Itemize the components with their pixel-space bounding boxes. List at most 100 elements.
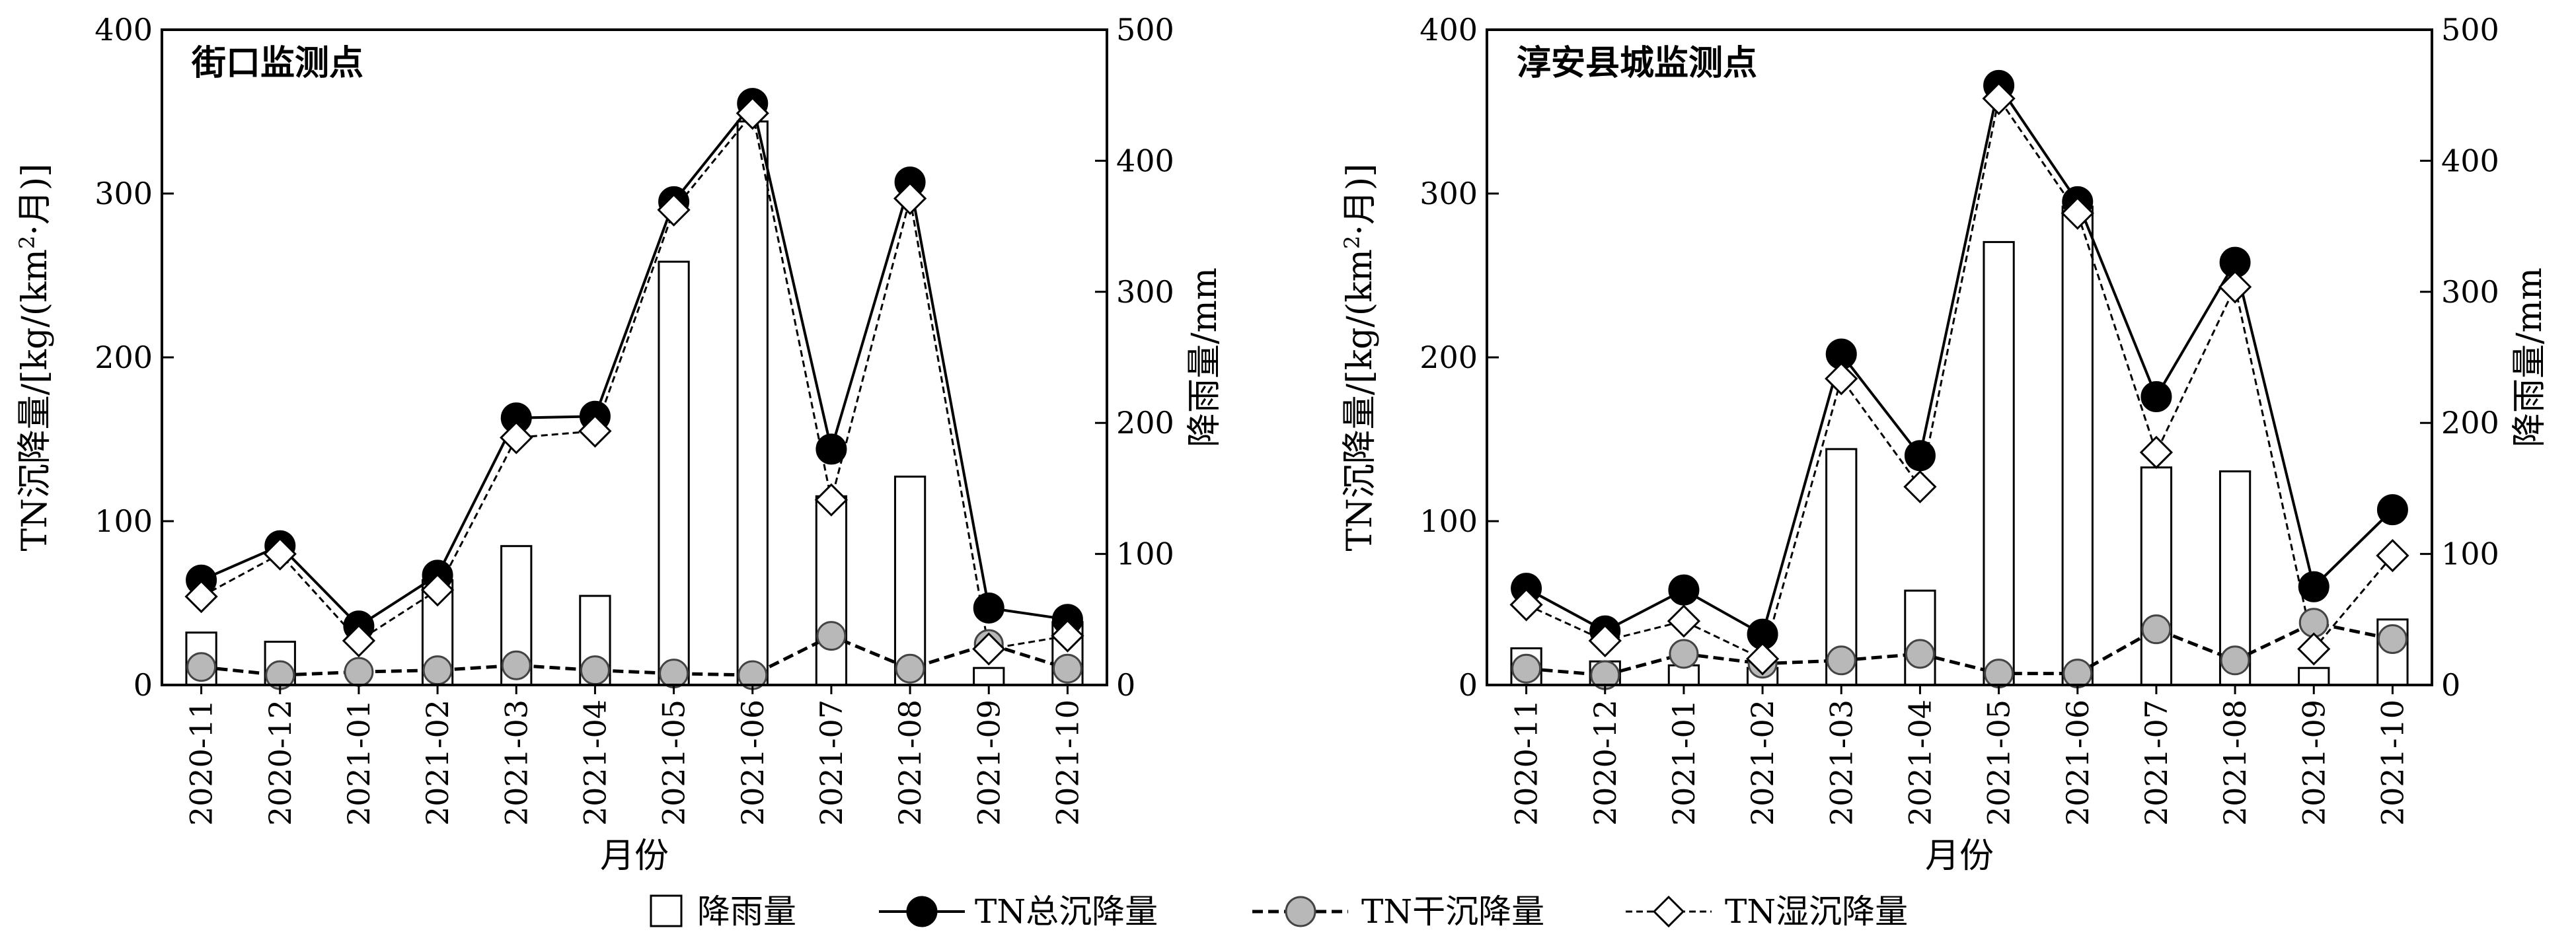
wet-deposition-point: [1982, 82, 2016, 116]
wet-deposition-line: [200, 111, 1068, 651]
rainfall-bar: [815, 495, 848, 686]
rainfall-bar: [2140, 466, 2173, 686]
total-deposition-point: [815, 433, 847, 465]
total-deposition-point: [2298, 571, 2330, 602]
rainfall-bar: [1983, 240, 2015, 686]
rainfall-bar: [1904, 589, 1936, 686]
dry-deposition-point: [1826, 645, 1856, 676]
right-y-axis-label: 降雨量/mm: [2510, 268, 2550, 447]
legend-item-total: TN总沉降量: [879, 892, 1158, 931]
left-y-tick-label: 300: [95, 176, 153, 211]
dry-deposition-point: [659, 659, 689, 689]
left-y-axis-label: TN沉降量/[kg/(km2·月)]: [15, 164, 55, 552]
rainfall-bar: [2298, 666, 2330, 686]
right-chart-panel: 0 100 200 300 400 0 100 200 300 400 500 2020-11 2020…: [1340, 12, 2550, 876]
wet-deposition-point: [342, 624, 376, 658]
wet-deposition-point: [2139, 435, 2174, 469]
right-y-tick-label: 100: [1116, 536, 1174, 572]
legend-rainfall-label: 降雨量: [697, 892, 796, 931]
x-tick-label: 2021-02: [1745, 700, 1780, 826]
x-tick-label: 2020-12: [262, 700, 298, 826]
plot-frame: [1486, 28, 2433, 686]
legend-wet-marker: [1652, 895, 1685, 928]
legend-rainfall-swatch: [650, 894, 683, 927]
rainfall-bar: [658, 260, 690, 686]
dry-deposition-point: [1669, 639, 1699, 669]
legend-item-dry: TN干沉降量: [1252, 892, 1544, 931]
right-y-tick-label: 500: [2441, 12, 2499, 48]
x-tick-label: 2021-09: [2296, 700, 2331, 826]
dry-deposition-point: [2141, 614, 2172, 645]
total-deposition-point: [1668, 574, 1700, 606]
left-y-axis-label: TN沉降量/[kg/(km2·月)]: [1340, 164, 1380, 552]
x-tick-label: 2021-04: [577, 700, 613, 826]
dry-deposition-point: [1905, 639, 1935, 669]
right-y-tick-label: 500: [1116, 12, 1174, 48]
x-tick-label: 2021-04: [1902, 700, 1938, 826]
left-y-tick-label: 400: [95, 12, 153, 48]
left-chart-panel: 0 100 200 300 400 0 100 200 300 400 500 2020-11 2020…: [15, 12, 1225, 876]
legend-wet-label: TN湿沉降量: [1725, 892, 1908, 931]
right-y-tick-label: 0: [1116, 667, 1135, 703]
x-tick-label: 2021-09: [971, 700, 1006, 826]
x-tick-label: 2021-01: [1666, 700, 1702, 826]
x-tick-label: 2021-08: [892, 700, 928, 826]
wet-deposition-point: [2297, 632, 2331, 666]
left-y-tick-label: 100: [1420, 503, 1478, 539]
total-deposition-point: [1904, 440, 1936, 472]
right-y-tick-label: 300: [1116, 274, 1174, 310]
right-y-tick-label: 200: [2441, 405, 2499, 441]
wet-deposition-point: [578, 414, 612, 448]
wet-deposition-point: [1667, 604, 1701, 638]
total-deposition-point: [2376, 494, 2408, 526]
wet-deposition-point: [184, 579, 218, 614]
left-y-tick-label: 400: [1420, 12, 1478, 48]
total-deposition-line: [200, 100, 1068, 628]
wet-deposition-point: [1051, 619, 1084, 653]
plot-frame: [161, 28, 1108, 686]
right-y-tick-label: 100: [2441, 536, 2499, 572]
total-deposition-point: [973, 592, 1004, 624]
x-tick-label: 2021-03: [1823, 700, 1859, 826]
x-tick-label: 2021-05: [656, 700, 692, 826]
right-y-tick-label: 0: [2441, 667, 2460, 703]
left-y-tick-label: 0: [1458, 667, 1478, 703]
x-tick-label: 2021-05: [1981, 700, 2017, 826]
dry-deposition-point: [344, 657, 374, 687]
wet-deposition-point: [1588, 624, 1622, 658]
wet-deposition-point: [1509, 588, 1543, 622]
dry-deposition-line: [1526, 621, 2393, 677]
wet-deposition-point: [263, 537, 297, 571]
left-y-tick-label: 0: [133, 667, 153, 703]
legend-dry-label: TN干沉降量: [1361, 892, 1544, 931]
dry-deposition-point: [2377, 624, 2407, 655]
x-tick-label: 2020-11: [1509, 700, 1544, 826]
x-tick-label: 2021-03: [498, 700, 534, 826]
x-tick-label: 2021-08: [2217, 700, 2253, 826]
wet-deposition-point: [972, 632, 1006, 666]
total-deposition-line: [1525, 82, 2394, 637]
left-y-tick-label: 300: [1420, 176, 1478, 211]
wet-deposition-point: [2061, 196, 2094, 230]
panel-title: 淳安县城监测点: [1517, 43, 1757, 83]
right-y-tick-label: 400: [2441, 143, 2499, 178]
wet-deposition-point: [1825, 362, 1858, 396]
x-tick-label: 2021-07: [814, 700, 849, 826]
rainfall-bar: [2061, 205, 2094, 686]
rainfall-bar: [973, 666, 1005, 686]
left-y-tick-label: 100: [95, 503, 153, 539]
dry-deposition-point: [2220, 645, 2250, 676]
right-y-tick-label: 300: [2441, 274, 2499, 310]
x-tick-label: 2021-06: [735, 700, 771, 826]
x-tick-label: 2021-07: [2139, 700, 2174, 826]
dry-deposition-point: [1984, 659, 2014, 689]
x-axis-label: 月份: [600, 836, 669, 876]
dry-deposition-point: [186, 652, 217, 682]
dry-deposition-line: [201, 633, 1069, 677]
legend-item-wet: TN湿沉降量: [1626, 892, 1908, 931]
x-tick-label: 2021-10: [1049, 700, 1085, 826]
wet-deposition-point: [814, 483, 849, 517]
dry-deposition-point: [1511, 653, 1542, 684]
right-y-axis-label: 降雨量/mm: [1185, 268, 1225, 447]
wet-deposition-point: [736, 96, 769, 130]
